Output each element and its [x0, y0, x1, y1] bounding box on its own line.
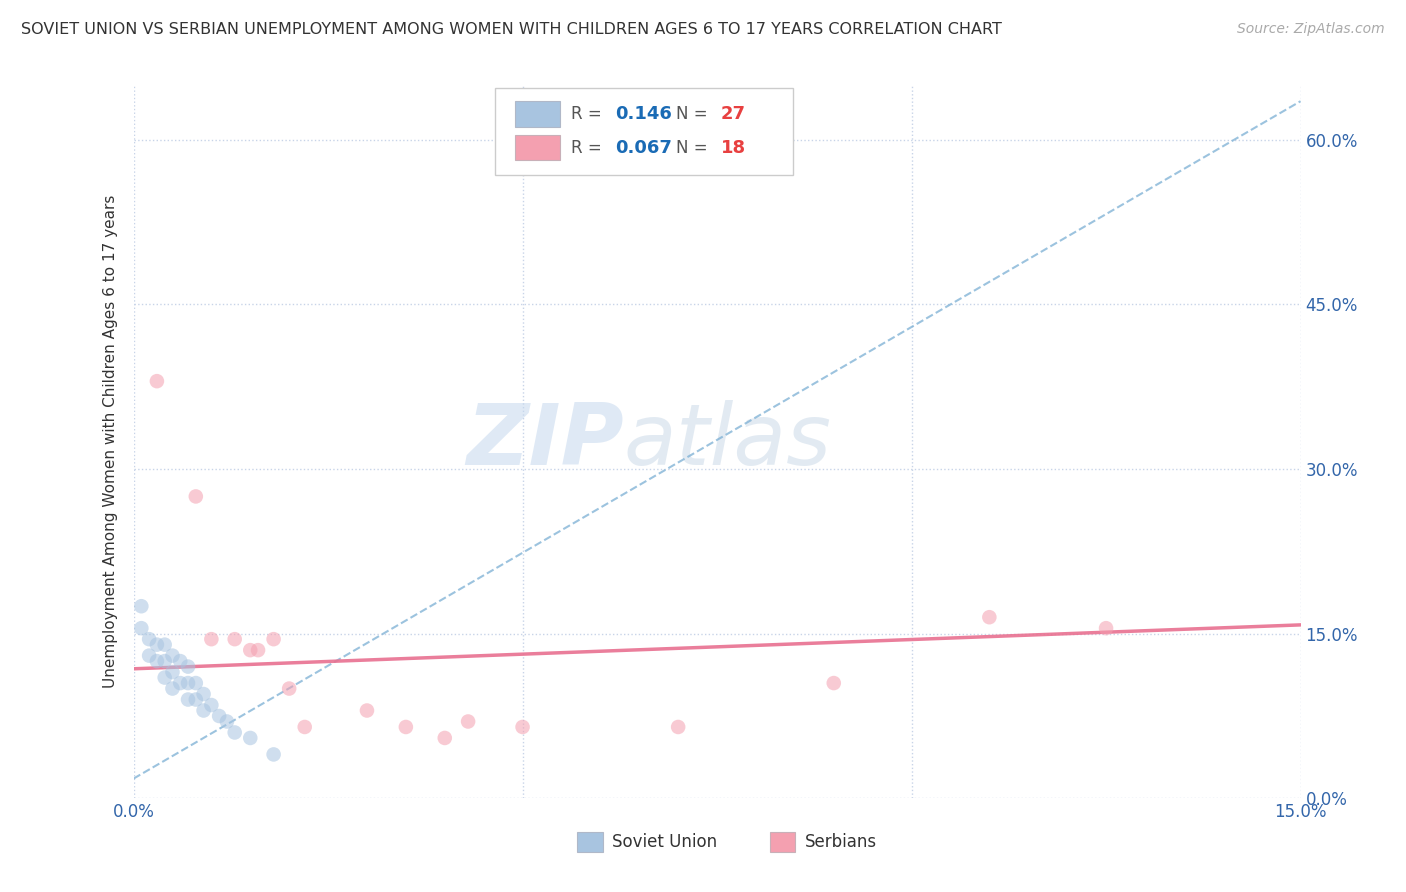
Text: R =: R =	[571, 105, 607, 123]
Point	[239, 731, 262, 745]
Text: 0.146: 0.146	[616, 105, 672, 123]
Point	[208, 709, 231, 723]
Text: atlas: atlas	[624, 400, 832, 483]
Point	[177, 659, 200, 673]
Text: ZIP: ZIP	[465, 400, 624, 483]
Point	[162, 665, 184, 679]
Point	[177, 692, 200, 706]
Point	[215, 714, 238, 729]
Point	[146, 374, 169, 388]
Point	[193, 687, 215, 701]
Point	[294, 720, 316, 734]
Point	[666, 720, 689, 734]
Text: Serbians: Serbians	[804, 833, 877, 851]
Point	[153, 654, 176, 668]
Bar	[515, 135, 560, 161]
Point	[278, 681, 301, 696]
Point	[200, 632, 222, 647]
Point	[263, 747, 285, 762]
Text: 18: 18	[720, 138, 745, 156]
Point	[131, 621, 153, 635]
Point	[146, 654, 169, 668]
Point	[457, 714, 479, 729]
Bar	[515, 101, 560, 127]
Point	[193, 704, 215, 718]
Bar	[576, 832, 603, 852]
Text: SOVIET UNION VS SERBIAN UNEMPLOYMENT AMONG WOMEN WITH CHILDREN AGES 6 TO 17 YEAR: SOVIET UNION VS SERBIAN UNEMPLOYMENT AMO…	[21, 22, 1002, 37]
Point	[512, 720, 534, 734]
Text: Soviet Union: Soviet Union	[612, 833, 717, 851]
Point	[224, 725, 246, 739]
Bar	[769, 832, 796, 852]
Point	[823, 676, 845, 690]
Text: R =: R =	[571, 138, 607, 156]
Point	[162, 648, 184, 663]
FancyBboxPatch shape	[495, 88, 793, 176]
Point	[146, 638, 169, 652]
Point	[247, 643, 270, 657]
Point	[979, 610, 1001, 624]
Point	[153, 671, 176, 685]
Point	[138, 648, 160, 663]
Point	[1095, 621, 1118, 635]
Point	[224, 632, 246, 647]
Text: 0.067: 0.067	[616, 138, 672, 156]
Point	[153, 638, 176, 652]
Point	[433, 731, 456, 745]
Text: 27: 27	[720, 105, 745, 123]
Point	[177, 676, 200, 690]
Point	[184, 490, 207, 504]
Point	[169, 654, 191, 668]
Point	[239, 643, 262, 657]
Point	[169, 676, 191, 690]
Point	[200, 698, 222, 712]
Point	[263, 632, 285, 647]
Point	[131, 599, 153, 614]
Text: Source: ZipAtlas.com: Source: ZipAtlas.com	[1237, 22, 1385, 37]
Y-axis label: Unemployment Among Women with Children Ages 6 to 17 years: Unemployment Among Women with Children A…	[103, 194, 118, 689]
Point	[356, 704, 378, 718]
Point	[162, 681, 184, 696]
Point	[184, 692, 207, 706]
Text: N =: N =	[676, 105, 713, 123]
Point	[138, 632, 160, 647]
Point	[395, 720, 418, 734]
Text: N =: N =	[676, 138, 713, 156]
Point	[184, 676, 207, 690]
